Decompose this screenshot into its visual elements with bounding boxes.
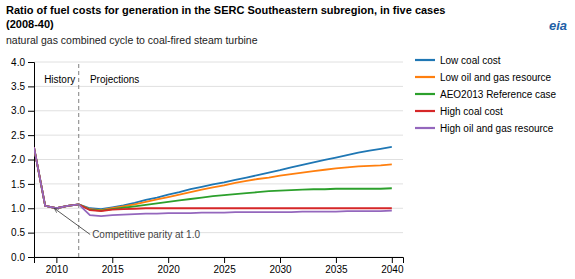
legend-swatch [415, 76, 435, 78]
y-tick: 1.5 [11, 179, 34, 190]
x-tick-label: 2025 [213, 264, 236, 275]
y-tick-mark [28, 135, 34, 136]
y-tick: 0.0 [11, 252, 34, 263]
chart: Ratio of fuel costs for generation in th… [0, 0, 575, 279]
y-tick: 3.5 [11, 81, 34, 92]
y-tick-mark [28, 111, 34, 112]
grid-line [34, 159, 403, 160]
x-tick: 2015 [102, 257, 125, 275]
legend: Low coal cost Low oil and gas resource AEO… [415, 55, 557, 134]
reference-line [78, 62, 79, 257]
x-tick: 2025 [213, 257, 236, 275]
x-tick-mark [280, 257, 281, 263]
legend-label: AEO2013 Reference case [440, 89, 557, 100]
x-tick-mark [112, 257, 113, 263]
x-tick: 2010 [46, 257, 69, 275]
y-tick: 2.0 [11, 154, 34, 165]
series-line [34, 147, 392, 210]
grid [34, 62, 403, 257]
y-tick-mark [28, 184, 34, 185]
series-line [34, 147, 392, 216]
plot-area [34, 62, 392, 257]
x-tick: 2040 [381, 257, 404, 275]
x-tick-label: 2015 [102, 264, 125, 275]
y-tick: 3.0 [11, 105, 34, 116]
y-tick-mark [28, 257, 34, 258]
annotation: History [44, 74, 75, 85]
subtitle: natural gas combined cycle to coal-fired… [6, 34, 258, 46]
y-tick-mark [28, 86, 34, 87]
legend-item: Low oil and gas resource [415, 72, 552, 83]
grid-line [34, 86, 403, 87]
y-tick-label: 1.5 [11, 179, 25, 190]
y-tick-mark [28, 233, 34, 234]
legend-label: High oil and gas resource [440, 123, 554, 134]
title: Ratio of fuel costs for generation in th… [6, 4, 445, 16]
series-line [34, 147, 392, 211]
x-tick: 2020 [158, 257, 181, 275]
y-tick: 4.0 [11, 57, 34, 68]
x-tick-mark [224, 257, 225, 263]
legend-swatch [415, 127, 435, 129]
title: (2008-40) [6, 18, 54, 30]
legend-label: Low oil and gas resource [440, 72, 552, 83]
y-tick-label: 1.0 [11, 203, 25, 214]
logo: eia [549, 18, 567, 33]
y-tick-label: 3.0 [11, 105, 25, 116]
y-tick-label: 2.5 [11, 130, 25, 141]
annotation: Competitive parity at 1.0 [92, 229, 200, 240]
legend-swatch [415, 59, 435, 61]
x-tick: 2030 [269, 257, 292, 275]
x-tick-label: 2030 [269, 264, 292, 275]
grid-line [34, 62, 403, 63]
x-tick-mark [168, 257, 169, 263]
x-tick-label: 2040 [381, 264, 404, 275]
series-line [34, 147, 392, 210]
legend-label: High coal cost [440, 106, 503, 117]
x-tick: 2035 [325, 257, 348, 275]
y-tick-label: 0.5 [11, 227, 25, 238]
grid-line [34, 232, 403, 233]
y-tick: 0.5 [11, 227, 34, 238]
legend-item: AEO2013 Reference case [415, 89, 557, 100]
x-axis-line [35, 258, 404, 264]
annotation-arrow [54, 208, 90, 234]
legend-item: High oil and gas resource [415, 123, 554, 134]
x-tick-mark [336, 257, 337, 263]
x-axis: 2010 2015 2020 2025 2030 2035 2040 [35, 257, 404, 275]
x-tick-label: 2035 [325, 264, 348, 275]
x-tick-mark [392, 257, 393, 263]
y-tick-label: 4.0 [11, 57, 25, 68]
y-tick: 1.0 [11, 203, 34, 214]
annotations: History Projections Competitive parity at … [44, 18, 567, 240]
legend-label: Low coal cost [440, 55, 501, 66]
y-axis-line [28, 63, 35, 258]
legend-swatch [415, 110, 435, 112]
x-tick-label: 2010 [46, 264, 69, 275]
y-axis: 0.0 0.5 1.0 1.5 2.0 2.5 3.0 3.5 4.0 [11, 57, 34, 263]
grid-line [34, 135, 403, 136]
y-tick-label: 3.5 [11, 81, 25, 92]
legend-item: High coal cost [415, 106, 503, 117]
y-tick-label: 2.0 [11, 154, 25, 165]
legend-swatch [415, 93, 435, 95]
y-tick: 2.5 [11, 130, 34, 141]
x-tick-mark [56, 257, 57, 263]
annotation: Projections [90, 74, 139, 85]
series-line [34, 147, 392, 209]
y-tick-label: 0.0 [11, 252, 25, 263]
grid-line [34, 110, 403, 111]
x-tick-label: 2020 [158, 264, 181, 275]
y-tick-mark [28, 160, 34, 161]
legend-item: Low coal cost [415, 55, 501, 66]
y-tick-mark [28, 62, 34, 63]
y-tick-mark [28, 208, 34, 209]
